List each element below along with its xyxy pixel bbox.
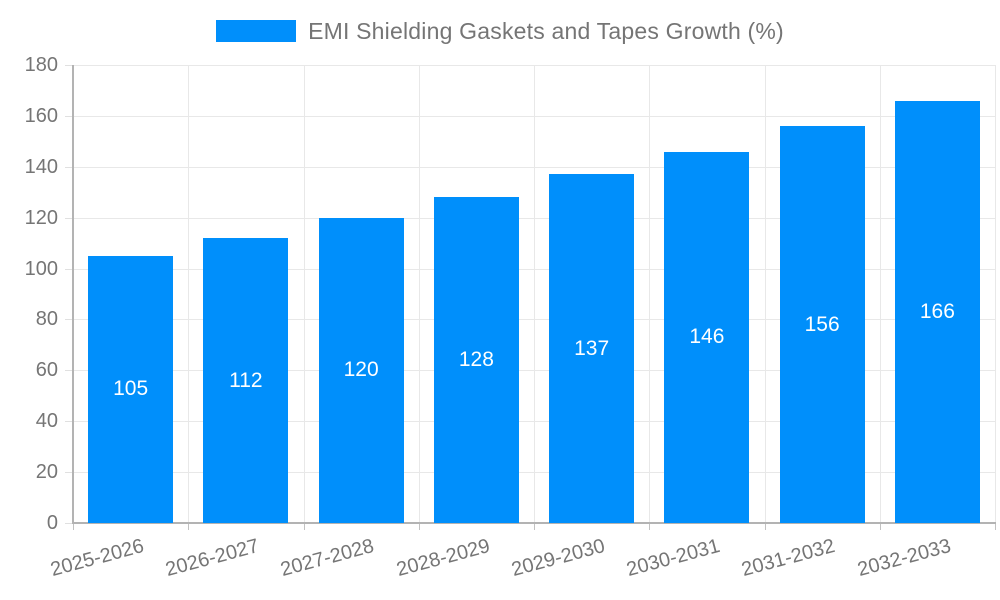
x-axis-category-label: 2025-2026 [48, 535, 147, 582]
bar-2025-2026[interactable]: 105 [88, 255, 174, 523]
y-axis-tick [65, 218, 73, 219]
bar-2028-2029[interactable]: 128 [433, 197, 519, 523]
bar-2026-2027[interactable]: 112 [203, 238, 289, 523]
bar-2032-2033[interactable]: 166 [894, 100, 980, 523]
x-axis-tick [419, 523, 420, 530]
y-axis-tick [65, 523, 73, 524]
gridline-vertical [765, 65, 766, 523]
x-axis-tick [188, 523, 189, 530]
bar-value-label: 156 [804, 312, 840, 336]
y-axis-tick-label: 20 [35, 461, 58, 483]
bar-value-label: 120 [343, 358, 379, 382]
y-axis-tick-label: 120 [24, 207, 58, 229]
bar-2029-2030[interactable]: 137 [549, 174, 635, 523]
x-axis-tick [765, 523, 766, 530]
y-axis-tick-label: 60 [35, 359, 58, 381]
gridline-vertical [419, 65, 420, 523]
x-axis-category-label: 2028-2029 [393, 535, 493, 582]
x-axis-category-label: 2032-2033 [854, 535, 954, 582]
y-axis-tick [65, 319, 73, 320]
x-axis-category-label: 2030-2031 [624, 535, 723, 582]
bar-value-label: 105 [113, 377, 149, 401]
gridline-vertical [995, 65, 996, 523]
y-axis-tick [65, 116, 73, 117]
bar-value-label: 112 [229, 368, 263, 392]
bar-value-label: 137 [574, 336, 610, 360]
bar-2030-2031[interactable]: 146 [664, 151, 750, 523]
gridline-vertical [304, 65, 305, 523]
x-axis-tick [534, 523, 535, 530]
x-axis-category-label: 2029-2030 [509, 535, 608, 582]
y-axis-tick-label: 0 [46, 512, 58, 534]
x-axis-tick [304, 523, 305, 530]
y-axis-tick-label: 180 [24, 54, 58, 76]
bar-2027-2028[interactable]: 120 [318, 217, 404, 523]
y-axis-tick-label: 160 [24, 105, 58, 127]
legend-item[interactable]: EMI Shielding Gaskets and Tapes Growth (… [0, 14, 1000, 48]
gridline-vertical [649, 65, 650, 523]
y-axis-tick [65, 370, 73, 371]
y-axis-tick-label: 140 [24, 156, 58, 178]
x-axis-category-label: 2027-2028 [278, 535, 377, 582]
x-axis-tick [649, 523, 650, 530]
x-axis-tick [880, 523, 881, 530]
x-axis-category-label: 2031-2032 [739, 535, 838, 582]
y-axis-tick-label: 100 [24, 258, 58, 280]
y-axis-tick [65, 65, 73, 66]
legend-swatch-icon [216, 20, 297, 42]
gridline-vertical [188, 65, 189, 523]
x-axis-line [72, 522, 996, 524]
x-axis-tick [73, 523, 74, 530]
y-axis-tick [65, 421, 73, 422]
y-axis-tick-label: 40 [35, 410, 58, 432]
gridline-vertical [880, 65, 881, 523]
bar-value-label: 166 [919, 299, 955, 323]
legend-label: EMI Shielding Gaskets and Tapes Growth (… [308, 17, 784, 44]
y-axis-tick [65, 472, 73, 473]
x-axis-tick [995, 523, 996, 530]
y-axis-line [72, 65, 74, 523]
y-axis-tick-label: 80 [35, 308, 58, 330]
x-axis-category-label: 2026-2027 [163, 535, 262, 582]
y-axis-tick [65, 167, 73, 168]
bar-2031-2032[interactable]: 156 [779, 126, 865, 523]
gridline-vertical [534, 65, 535, 523]
bar-value-label: 128 [458, 348, 494, 372]
y-axis-tick [65, 269, 73, 270]
bar-value-label: 146 [689, 325, 725, 349]
